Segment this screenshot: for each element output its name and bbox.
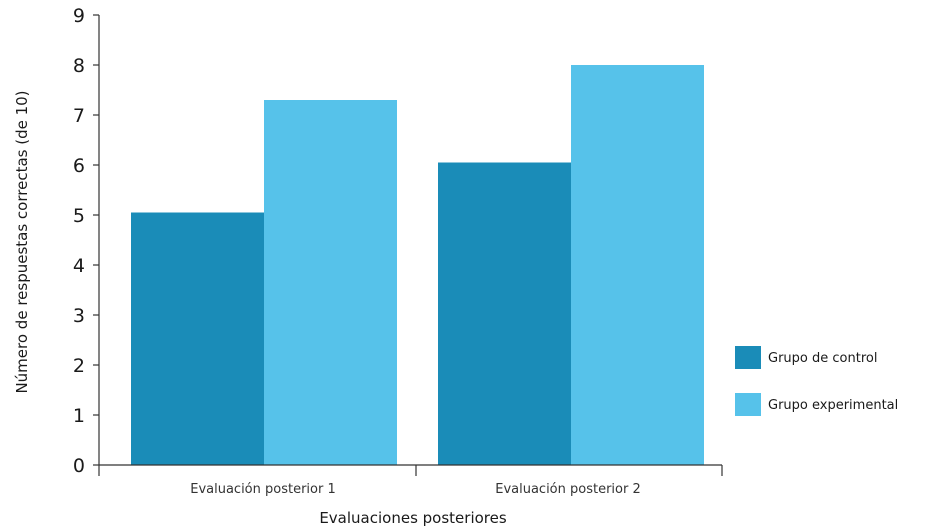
bars-group [131, 65, 704, 465]
legend-swatch-experimental [735, 393, 761, 416]
y-tick-label: 5 [73, 205, 85, 227]
legend-swatch-control [735, 346, 761, 369]
x-category-label: Evaluación posterior 1 [190, 482, 336, 497]
y-tick-label: 0 [73, 455, 85, 477]
y-tick-label: 2 [73, 355, 85, 377]
legend-label-experimental: Grupo experimental [768, 398, 898, 413]
y-tick-label: 4 [73, 255, 85, 277]
bar-experimental-1 [264, 100, 397, 465]
bar-control-1 [131, 212, 264, 465]
x-category-label: Evaluación posterior 2 [495, 482, 641, 497]
axes-group [98, 15, 722, 466]
bar-experimental-2 [571, 65, 704, 465]
legend: Grupo de control Grupo experimental [735, 346, 898, 416]
x-ticks-group: Evaluación posterior 1 Evaluación posteri… [98, 465, 723, 497]
y-tick-label: 3 [73, 305, 85, 327]
y-tick-label: 6 [73, 155, 85, 177]
y-tick-label: 9 [73, 5, 85, 27]
y-tick-label: 7 [73, 105, 85, 127]
y-axis-title: Número de respuestas correctas (de 10) [13, 90, 31, 393]
y-ticks-group: 0 1 2 3 4 5 6 7 8 9 [73, 5, 99, 477]
y-tick-label: 1 [73, 405, 85, 427]
legend-label-control: Grupo de control [768, 351, 877, 366]
bar-control-2 [438, 162, 571, 465]
y-tick-label: 8 [73, 55, 85, 77]
x-axis-title: Evaluaciones posteriores [319, 509, 507, 527]
